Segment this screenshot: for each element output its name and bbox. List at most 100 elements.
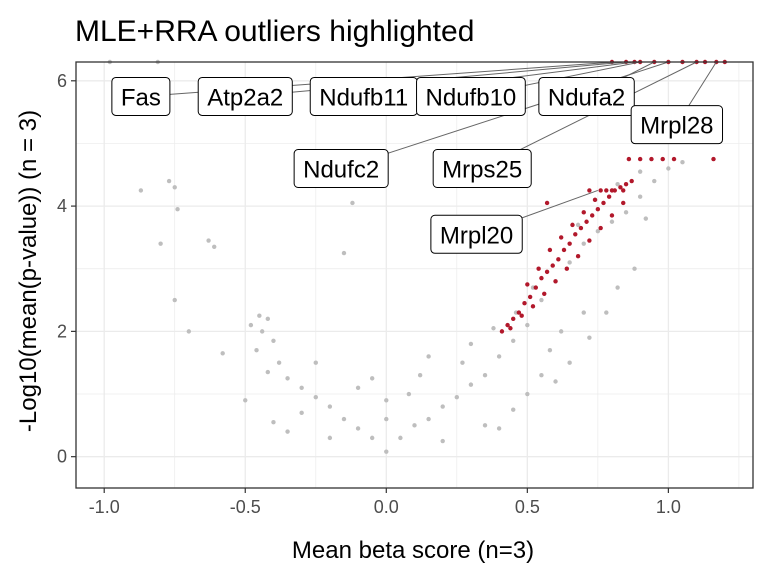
gene-label-text: Ndufb10 xyxy=(426,84,517,111)
panel-border xyxy=(75,61,754,489)
gene-point xyxy=(496,354,502,359)
outlier-point xyxy=(570,222,575,228)
x-tick-label: 0.5 xyxy=(515,497,540,517)
gene-point xyxy=(615,181,620,187)
outlier-point xyxy=(609,188,615,193)
gene-point xyxy=(581,241,586,246)
outlier-point xyxy=(567,241,572,246)
gene-point xyxy=(412,423,417,428)
gene-point xyxy=(482,423,488,428)
outlier-point xyxy=(584,219,589,224)
outlier-point xyxy=(575,254,581,259)
gene-point xyxy=(248,322,254,328)
outlier-point xyxy=(553,279,558,284)
gene-label-ndufc2: Ndufc2 xyxy=(293,149,389,188)
gene-label-text: Ndufb11 xyxy=(319,84,408,111)
gene-point xyxy=(384,416,389,422)
gene-label-text: Mrpl28 xyxy=(640,113,713,140)
outlier-point xyxy=(629,178,634,184)
gene-label-mrpl28: Mrpl28 xyxy=(630,105,724,145)
gene-point xyxy=(341,250,347,256)
gene-point xyxy=(299,385,304,390)
outlier-point xyxy=(539,275,544,281)
gene-point xyxy=(426,416,431,422)
gene-point xyxy=(587,335,592,340)
gene-point xyxy=(254,347,259,353)
outlier-point xyxy=(505,322,510,328)
outlier-point xyxy=(550,263,555,268)
outlier-point xyxy=(516,310,522,315)
outlier-point xyxy=(637,156,643,162)
outlier-point xyxy=(601,200,606,206)
outlier-point xyxy=(621,200,626,206)
gene-point xyxy=(243,398,248,403)
gene-label-text: Atp2a2 xyxy=(207,84,283,111)
outlier-point xyxy=(533,285,538,290)
x-tick-label: 0.0 xyxy=(374,497,399,517)
y-axis-title: -Log10(mean(p-value)) (n = 3) xyxy=(15,110,42,432)
outlier-point xyxy=(525,282,530,287)
outlier-point xyxy=(527,294,533,300)
gene-point xyxy=(398,435,403,441)
y-tick-label: 2 xyxy=(57,321,67,341)
gene-point xyxy=(285,429,290,434)
gene-point xyxy=(220,351,225,356)
outlier-point xyxy=(623,181,629,187)
outlier-point xyxy=(511,316,516,322)
gene-point xyxy=(666,166,671,171)
gene-label-ndufa2: Ndufa2 xyxy=(538,76,635,116)
gene-point xyxy=(581,310,586,315)
outlier-point xyxy=(530,304,536,309)
gene-point xyxy=(417,373,423,378)
gene-point xyxy=(558,329,564,334)
outlier-point xyxy=(660,156,665,162)
gene-point xyxy=(175,207,180,212)
gene-point xyxy=(355,426,361,431)
gene-point xyxy=(257,313,262,318)
gene-point xyxy=(595,228,601,234)
outlier-point xyxy=(595,207,601,212)
outlier-point xyxy=(522,300,527,306)
outlier-point xyxy=(671,156,677,162)
gene-point xyxy=(637,169,643,174)
gene-point xyxy=(384,449,389,454)
gene-label-ndufb11: Ndufb11 xyxy=(309,76,418,116)
panel-border-rect xyxy=(75,61,754,489)
gene-point xyxy=(482,373,488,378)
gene-point xyxy=(271,420,276,425)
outlier-point xyxy=(604,188,609,193)
outlier-point xyxy=(609,213,615,218)
outlier-point xyxy=(618,185,623,190)
gene-point xyxy=(615,285,620,290)
gene-point xyxy=(468,341,474,347)
gene-point xyxy=(454,394,460,400)
gene-point xyxy=(440,438,445,444)
gene-point xyxy=(276,360,282,365)
x-axis-ticks: -1.0 -0.5 0.0 0.5 1.0 xyxy=(89,488,681,517)
background-points xyxy=(107,59,685,454)
gene-point xyxy=(259,329,265,334)
gene-label-box xyxy=(293,149,389,188)
outlier-point xyxy=(542,291,547,296)
outlier-point xyxy=(564,266,570,271)
gene-point xyxy=(313,394,318,400)
outlier-point xyxy=(556,257,561,262)
outlier-point xyxy=(573,232,578,237)
gene-point xyxy=(406,391,412,397)
gene-point xyxy=(265,316,271,322)
gene-point xyxy=(186,329,192,334)
outlier-point xyxy=(587,188,592,193)
outlier-point xyxy=(499,329,505,334)
gene-point xyxy=(623,210,629,215)
gene-point xyxy=(496,426,502,431)
gene-label-fas: Fas xyxy=(111,76,171,116)
gene-label-box xyxy=(197,76,293,116)
gene-point xyxy=(468,382,474,387)
gene-label-box xyxy=(538,76,635,116)
gene-point xyxy=(553,379,558,384)
gene-point xyxy=(369,376,375,381)
outlier-point xyxy=(547,247,553,253)
outlier-point xyxy=(508,326,513,331)
gene-label-box xyxy=(630,105,724,145)
outlier-point xyxy=(626,156,632,162)
